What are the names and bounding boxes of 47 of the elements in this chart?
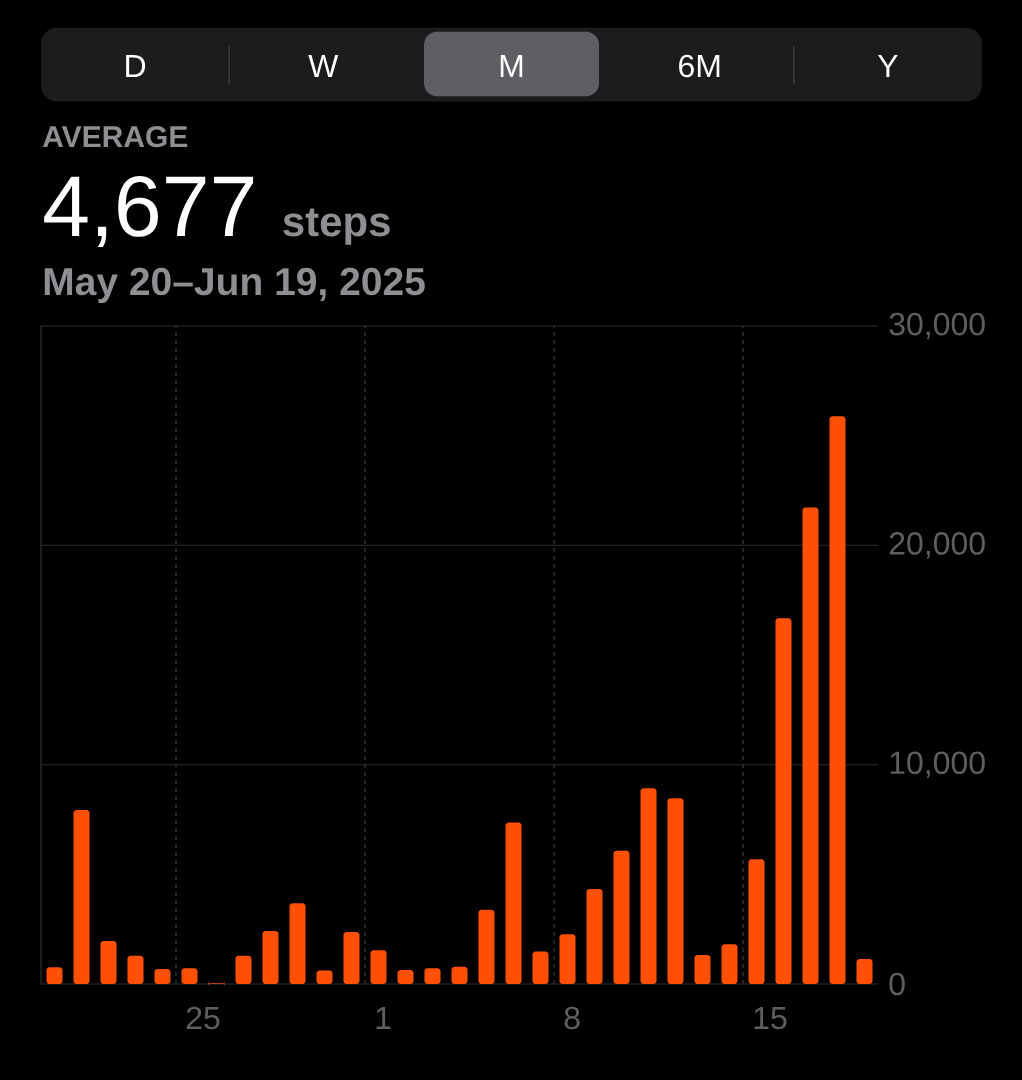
bar [370, 950, 387, 984]
bar [640, 788, 657, 984]
chart-title: 4,677 [44, 175, 254, 247]
text: M [500, 54, 523, 77]
text: steps [283, 208, 390, 245]
bar [532, 951, 549, 984]
text: D [126, 54, 146, 77]
text: AVERAGE [42, 126, 188, 148]
bar [478, 909, 495, 984]
bar [856, 958, 873, 984]
x-tick-label: 1 [376, 1006, 391, 1029]
bar [46, 967, 63, 984]
y-tick-label: 0 [889, 972, 905, 996]
y-tick-label: 10,000 [890, 751, 985, 778]
bar [613, 850, 630, 984]
bar [667, 798, 684, 984]
text: W [308, 54, 339, 77]
bar [721, 944, 738, 984]
bar [181, 968, 198, 984]
text: Y [877, 54, 898, 77]
bar [262, 930, 279, 984]
bar [748, 859, 765, 984]
bar [397, 969, 414, 984]
bar [559, 934, 576, 984]
bar [289, 903, 306, 984]
x-tick-label: 25 [186, 1006, 220, 1030]
bar [505, 822, 522, 984]
x-tick-label: 15 [754, 1006, 787, 1030]
bar [343, 932, 360, 984]
bar [451, 966, 468, 984]
chart-subtitle: May 20–Jun 19, 2025 [44, 267, 425, 304]
x-tick-label: 8 [564, 1006, 580, 1030]
y-tick-label: 20,000 [889, 532, 985, 559]
bar [100, 941, 117, 984]
y-tick-label: 30,000 [889, 312, 985, 340]
text: 6M [679, 54, 720, 78]
bar [154, 969, 171, 984]
bar [127, 955, 144, 984]
bar [586, 889, 603, 984]
bar [235, 955, 252, 984]
bar [694, 955, 711, 984]
bar [829, 416, 846, 984]
bar [316, 970, 333, 984]
bar [73, 810, 90, 984]
bar [775, 618, 792, 984]
bar [802, 507, 819, 984]
bar [424, 968, 441, 984]
